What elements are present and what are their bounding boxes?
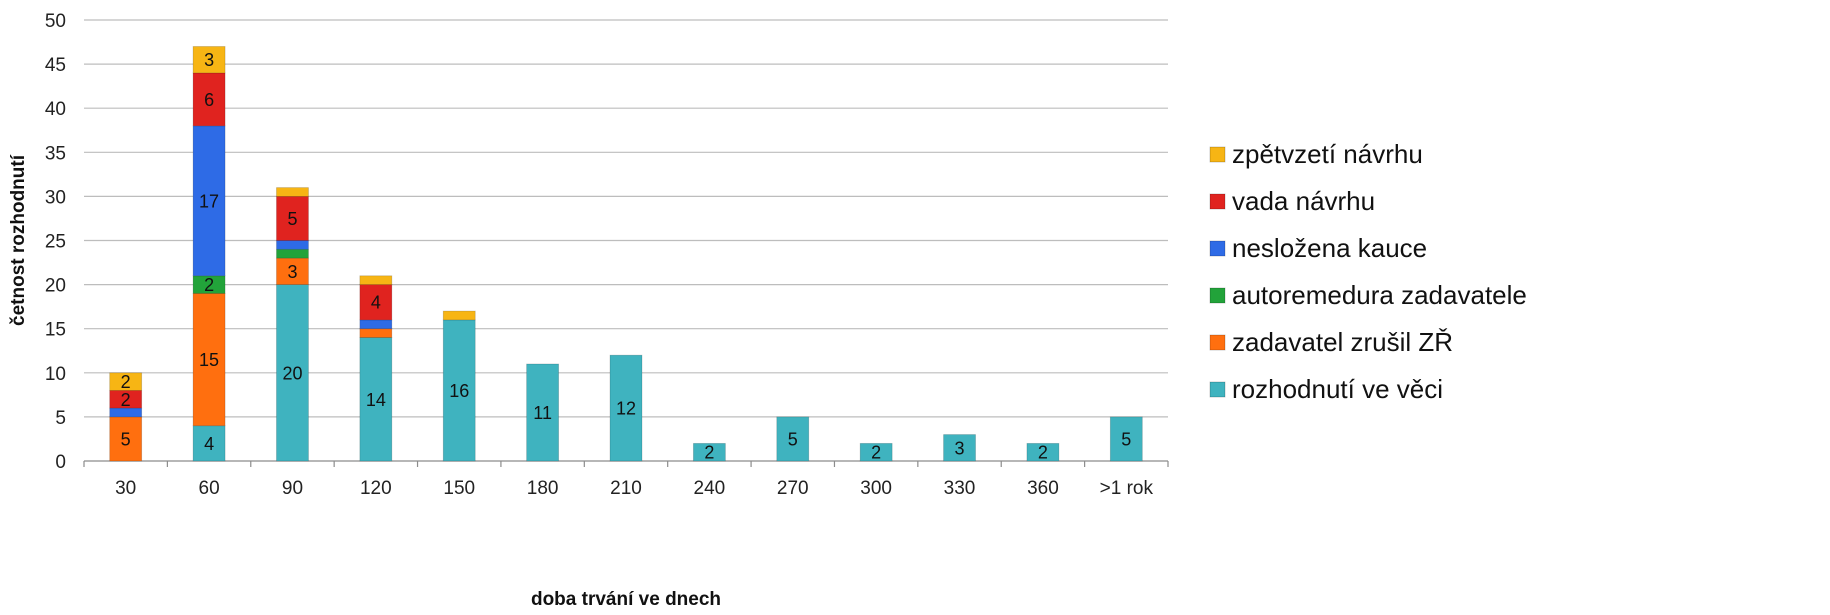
data-label: 20 xyxy=(282,363,302,383)
bar-segment xyxy=(1026,442,1060,462)
bar-segment xyxy=(692,442,726,462)
data-label: 2 xyxy=(1038,443,1048,463)
y-tick-label: 0 xyxy=(55,452,66,473)
data-label: 5 xyxy=(788,429,798,449)
y-tick-label: 35 xyxy=(45,143,66,164)
legend-label: nesložena kauce xyxy=(1232,233,1427,263)
y-tick-label: 25 xyxy=(45,232,66,253)
bar-segment xyxy=(276,195,309,241)
bar-segment xyxy=(359,319,393,330)
bar-segment xyxy=(192,425,226,462)
data-label: 2 xyxy=(204,275,214,295)
bar-segment xyxy=(276,187,309,197)
data-label: 11 xyxy=(533,403,552,423)
legend-label: zpětvzetí návrhu xyxy=(1232,139,1423,169)
x-tick-label: >1 rok xyxy=(1100,478,1154,499)
bar-segment xyxy=(276,240,309,250)
bar-segment xyxy=(192,46,226,74)
y-tick-label: 30 xyxy=(45,187,66,208)
y-tick-label: 5 xyxy=(55,408,66,429)
legend-swatch xyxy=(1209,287,1226,304)
legend-label: rozhodnutí ve věci xyxy=(1232,374,1443,404)
x-tick-label: 180 xyxy=(527,478,559,499)
bar-segment xyxy=(192,72,226,127)
x-tick-label: 240 xyxy=(694,478,726,499)
bar-segment xyxy=(359,337,393,462)
data-label: 4 xyxy=(204,434,214,454)
y-tick-label: 10 xyxy=(45,364,66,385)
x-tick-label: 60 xyxy=(199,478,220,499)
legend-label: vada návrhu xyxy=(1232,186,1375,216)
x-tick-label: 120 xyxy=(360,478,392,499)
bar-segment xyxy=(526,363,560,462)
data-label: 2 xyxy=(121,372,131,392)
bar-segment xyxy=(276,257,309,286)
bar-segment xyxy=(609,354,643,462)
bar-segment xyxy=(276,284,309,462)
bar-segment xyxy=(442,310,476,321)
legend-swatch xyxy=(1209,146,1226,163)
x-tick-label: 90 xyxy=(282,478,303,499)
bar-segment xyxy=(109,372,143,391)
bar-segment xyxy=(192,293,226,427)
bar-segment xyxy=(442,319,476,462)
x-tick-label: 150 xyxy=(443,478,475,499)
data-label: 3 xyxy=(287,262,297,282)
data-label: 5 xyxy=(121,429,131,449)
bars xyxy=(109,46,1143,462)
data-label: 5 xyxy=(287,209,297,229)
y-tick-label: 45 xyxy=(45,55,66,76)
axes: četnost rozhodnutí doba trvání ve dnech … xyxy=(8,11,1169,610)
x-tick-label: 270 xyxy=(777,478,809,499)
x-axis-title: doba trvání ve dnech xyxy=(531,589,721,610)
bar-segment xyxy=(943,434,976,462)
x-tick-label: 360 xyxy=(1027,478,1059,499)
y-tick-label: 15 xyxy=(45,320,66,341)
data-label: 4 xyxy=(371,293,381,313)
data-label: 17 xyxy=(199,191,219,211)
x-tick-label: 330 xyxy=(944,478,976,499)
gridlines xyxy=(84,19,1168,462)
data-label: 12 xyxy=(616,399,636,419)
data-label: 3 xyxy=(955,438,965,458)
y-tick-label: 40 xyxy=(45,99,66,120)
data-label: 2 xyxy=(871,443,881,463)
legend-label: zadavatel zrušil ZŘ xyxy=(1232,327,1453,357)
data-label: 6 xyxy=(204,90,214,110)
data-label: 2 xyxy=(121,390,131,410)
data-label: 14 xyxy=(366,390,386,410)
bar-segment xyxy=(276,248,309,259)
y-tick-label: 20 xyxy=(45,276,66,297)
bar-segment xyxy=(359,284,393,321)
bar-segment xyxy=(1109,416,1143,462)
bar-segment xyxy=(109,416,143,462)
legend-swatch xyxy=(1209,193,1226,210)
legend-label: autoremedura zadavatele xyxy=(1232,280,1527,310)
x-tick-label: 300 xyxy=(860,478,892,499)
data-label: 2 xyxy=(704,443,714,463)
bar-segment xyxy=(859,442,893,462)
data-label: 5 xyxy=(1121,429,1131,449)
legend-swatch xyxy=(1209,240,1226,257)
x-tick-label: 210 xyxy=(610,478,642,499)
y-tick-label: 50 xyxy=(45,11,66,32)
data-label: 16 xyxy=(449,381,469,401)
x-tick-label: 30 xyxy=(115,478,136,499)
data-label: 3 xyxy=(204,50,214,70)
bar-segment xyxy=(359,328,393,338)
legend: zpětvzetí návrhu vada návrhu nesložena kau… xyxy=(1209,139,1527,404)
bar-segment xyxy=(359,275,393,285)
legend-swatch xyxy=(1209,381,1226,398)
y-axis-title: četnost rozhodnutí xyxy=(8,154,29,326)
legend-swatch xyxy=(1209,334,1226,351)
bar-segment xyxy=(192,125,226,277)
data-label: 15 xyxy=(199,350,219,370)
bar-segment xyxy=(776,416,810,462)
